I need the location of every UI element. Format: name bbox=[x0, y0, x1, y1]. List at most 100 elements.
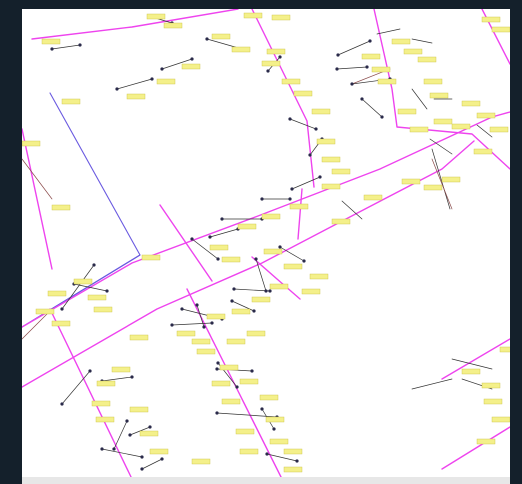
feature-label[interactable] bbox=[93, 306, 113, 313]
branch-line[interactable] bbox=[101, 448, 143, 458]
branch-line[interactable] bbox=[289, 118, 317, 130]
map-node[interactable] bbox=[170, 323, 174, 327]
feature-label[interactable] bbox=[331, 218, 351, 225]
feature-label[interactable] bbox=[489, 126, 509, 133]
feature-label[interactable] bbox=[476, 438, 496, 445]
map-canvas[interactable] bbox=[22, 9, 510, 481]
main-line[interactable] bbox=[159, 204, 213, 282]
branch-line[interactable] bbox=[141, 458, 163, 470]
main-line[interactable] bbox=[297, 188, 303, 240]
map-node[interactable] bbox=[60, 307, 64, 311]
feature-label[interactable] bbox=[221, 256, 241, 263]
map-node[interactable] bbox=[202, 325, 206, 329]
feature-label[interactable] bbox=[231, 46, 251, 53]
main-line[interactable] bbox=[373, 9, 510, 170]
feature-label[interactable] bbox=[423, 78, 443, 85]
map-node[interactable] bbox=[264, 289, 268, 293]
map-node[interactable] bbox=[272, 427, 276, 431]
feature-label[interactable] bbox=[191, 338, 211, 345]
branch-line[interactable] bbox=[337, 40, 371, 56]
branch-line[interactable] bbox=[361, 98, 383, 118]
map-node[interactable] bbox=[260, 197, 264, 201]
map-node[interactable] bbox=[278, 55, 282, 59]
branch-line[interactable] bbox=[51, 44, 81, 50]
branch-line[interactable] bbox=[101, 376, 133, 382]
feature-label[interactable] bbox=[146, 13, 166, 20]
feature-label[interactable] bbox=[265, 416, 285, 423]
feature-label[interactable] bbox=[176, 330, 196, 337]
feature-label[interactable] bbox=[441, 176, 461, 183]
feature-label[interactable] bbox=[96, 380, 116, 387]
feature-label[interactable] bbox=[491, 26, 510, 33]
map-node[interactable] bbox=[190, 237, 194, 241]
branch-line[interactable] bbox=[233, 288, 271, 292]
feature-label[interactable] bbox=[261, 213, 281, 220]
map-node[interactable] bbox=[210, 321, 214, 325]
feature-label[interactable] bbox=[491, 416, 510, 423]
branch-line[interactable] bbox=[476, 124, 493, 138]
feature-label[interactable] bbox=[219, 364, 239, 371]
feature-label[interactable] bbox=[321, 156, 341, 163]
branch-line[interactable] bbox=[266, 453, 298, 462]
feature-label[interactable] bbox=[246, 330, 266, 337]
feature-label[interactable] bbox=[371, 66, 391, 73]
feature-label[interactable] bbox=[483, 398, 503, 405]
map-node[interactable] bbox=[100, 447, 104, 451]
map-node[interactable] bbox=[60, 402, 64, 406]
map-node[interactable] bbox=[112, 447, 116, 451]
map-node[interactable] bbox=[130, 375, 134, 379]
main-line[interactable] bbox=[22, 111, 510, 328]
map-node[interactable] bbox=[260, 407, 264, 411]
map-node[interactable] bbox=[78, 43, 82, 47]
map-node[interactable] bbox=[105, 289, 109, 293]
map-node[interactable] bbox=[290, 187, 294, 191]
feature-label[interactable] bbox=[423, 184, 443, 191]
map-node[interactable] bbox=[368, 39, 372, 43]
map-node[interactable] bbox=[125, 419, 129, 423]
feature-label[interactable] bbox=[191, 458, 211, 465]
feature-label[interactable] bbox=[209, 244, 229, 251]
map-node[interactable] bbox=[295, 459, 299, 463]
feature-label[interactable] bbox=[301, 288, 321, 295]
feature-label[interactable] bbox=[35, 308, 55, 315]
branch-line[interactable] bbox=[61, 264, 95, 310]
feature-label[interactable] bbox=[417, 56, 437, 63]
branch-line[interactable] bbox=[376, 28, 401, 35]
map-node[interactable] bbox=[195, 303, 199, 307]
map-node[interactable] bbox=[215, 411, 219, 415]
feature-label[interactable] bbox=[47, 290, 67, 297]
map-node[interactable] bbox=[220, 217, 224, 221]
map-node[interactable] bbox=[254, 257, 258, 261]
feature-label[interactable] bbox=[266, 48, 286, 55]
branch-line[interactable] bbox=[161, 58, 193, 70]
feature-label[interactable] bbox=[141, 254, 161, 261]
map-node[interactable] bbox=[308, 153, 312, 157]
feature-label[interactable] bbox=[476, 112, 496, 119]
feature-label[interactable] bbox=[481, 382, 501, 389]
main-line[interactable] bbox=[31, 9, 239, 40]
map-node[interactable] bbox=[148, 425, 152, 429]
map-node[interactable] bbox=[318, 175, 322, 179]
map-node[interactable] bbox=[266, 69, 270, 73]
main-line[interactable] bbox=[22, 140, 475, 388]
map-node[interactable] bbox=[288, 197, 292, 201]
feature-label[interactable] bbox=[377, 78, 397, 85]
feature-label[interactable] bbox=[331, 168, 351, 175]
map-node[interactable] bbox=[115, 87, 119, 91]
feature-label[interactable] bbox=[237, 223, 257, 230]
branch-line[interactable] bbox=[431, 148, 451, 210]
map-node[interactable] bbox=[190, 57, 194, 61]
feature-label[interactable] bbox=[269, 283, 289, 290]
feature-label[interactable] bbox=[22, 140, 41, 147]
map-node[interactable] bbox=[208, 235, 212, 239]
map-node[interactable] bbox=[215, 367, 219, 371]
feature-label[interactable] bbox=[239, 448, 259, 455]
branch-line[interactable] bbox=[116, 78, 153, 90]
branch-line[interactable] bbox=[411, 378, 453, 390]
map-viewport[interactable] bbox=[22, 9, 510, 481]
map-node[interactable] bbox=[216, 361, 220, 365]
map-node[interactable] bbox=[160, 67, 164, 71]
branch-line[interactable] bbox=[411, 88, 428, 110]
map-node[interactable] bbox=[336, 53, 340, 57]
map-node[interactable] bbox=[265, 452, 269, 456]
